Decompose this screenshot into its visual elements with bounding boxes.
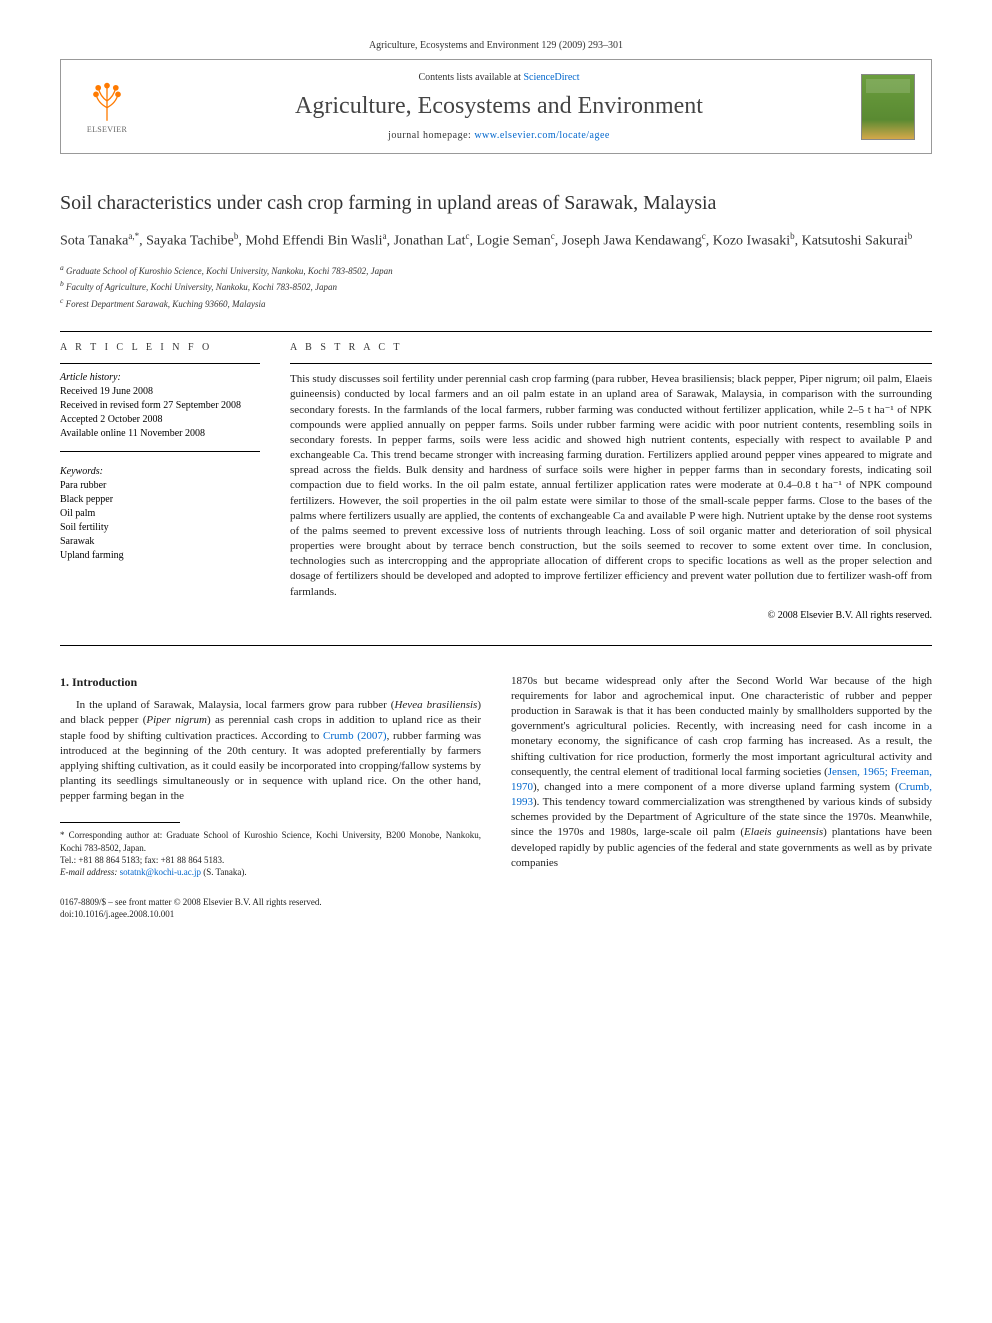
body-col-right: 1870s but became widespread only after t… xyxy=(511,674,932,921)
affiliation-a-text: Graduate School of Kuroshio Science, Koc… xyxy=(66,266,393,276)
affiliations: a Graduate School of Kuroshio Science, K… xyxy=(60,262,932,312)
contents-line: Contents lists available at ScienceDirec… xyxy=(137,72,861,83)
abstract-column: A B S T R A C T This study discusses soi… xyxy=(290,342,932,621)
elsevier-tree-icon xyxy=(85,79,129,123)
keyword-1: Black pepper xyxy=(60,493,260,507)
article-info: A R T I C L E I N F O Article history: R… xyxy=(60,342,260,621)
doi-line: doi:10.1016/j.agee.2008.10.001 xyxy=(60,908,481,920)
keywords-heading: Keywords: xyxy=(60,466,260,477)
keyword-2: Oil palm xyxy=(60,507,260,521)
homepage-prefix: journal homepage: xyxy=(388,130,474,141)
authors-line: Sota Tanakaa,*, Sayaka Tachibeb, Mohd Ef… xyxy=(60,230,932,252)
footnote-email-suffix: (S. Tanaka). xyxy=(201,867,247,877)
rule-abstract xyxy=(290,363,932,364)
footnote-block: * Corresponding author at: Graduate Scho… xyxy=(60,829,481,878)
history-revised: Received in revised form 27 September 20… xyxy=(60,399,260,413)
contents-prefix: Contents lists available at xyxy=(418,72,523,83)
copyright-line: © 2008 Elsevier B.V. All rights reserved… xyxy=(290,610,932,621)
journal-cover-thumbnail xyxy=(861,74,915,140)
rule-info-1 xyxy=(60,363,260,364)
intro-para-left: In the upland of Sarawak, Malaysia, loca… xyxy=(60,698,481,804)
footnote-email-link[interactable]: sotatnk@kochi-u.ac.jp xyxy=(120,867,201,877)
footnote-email-line: E-mail address: sotatnk@kochi-u.ac.jp (S… xyxy=(60,866,481,878)
header-center: Contents lists available at ScienceDirec… xyxy=(137,72,861,141)
section-1-heading: 1. Introduction xyxy=(60,674,481,691)
article-info-heading: A R T I C L E I N F O xyxy=(60,342,260,353)
bottom-meta: 0167-8809/$ – see front matter © 2008 El… xyxy=(60,896,481,920)
intro-para-right: 1870s but became widespread only after t… xyxy=(511,674,932,871)
abstract-heading: A B S T R A C T xyxy=(290,342,932,353)
history-heading: Article history: xyxy=(60,372,260,383)
footnote-corresponding: * Corresponding author at: Graduate Scho… xyxy=(60,829,481,853)
issn-line: 0167-8809/$ – see front matter © 2008 El… xyxy=(60,896,481,908)
sciencedirect-link[interactable]: ScienceDirect xyxy=(523,72,579,83)
elsevier-logo: ELSEVIER xyxy=(77,77,137,137)
abstract-text: This study discusses soil fertility unde… xyxy=(290,372,932,600)
affiliation-c-text: Forest Department Sarawak, Kuching 93660… xyxy=(66,299,266,309)
homepage-link[interactable]: www.elsevier.com/locate/agee xyxy=(474,130,610,141)
keyword-3: Soil fertility xyxy=(60,521,260,535)
rule-info-2 xyxy=(60,451,260,452)
journal-title: Agriculture, Ecosystems and Environment xyxy=(137,93,861,120)
affiliation-a: a Graduate School of Kuroshio Science, K… xyxy=(60,262,932,279)
affiliation-c: c Forest Department Sarawak, Kuching 936… xyxy=(60,295,932,312)
body-columns: 1. Introduction In the upland of Sarawak… xyxy=(60,674,932,921)
header-box: ELSEVIER Contents lists available at Sci… xyxy=(60,59,932,154)
rule-top xyxy=(60,331,932,332)
affiliation-b-text: Faculty of Agriculture, Kochi University… xyxy=(66,282,337,292)
footnote-email-label: E-mail address: xyxy=(60,867,120,877)
footnote-separator xyxy=(60,822,180,823)
affiliation-b: b Faculty of Agriculture, Kochi Universi… xyxy=(60,278,932,295)
keyword-4: Sarawak xyxy=(60,535,260,549)
keyword-0: Para rubber xyxy=(60,479,260,493)
publisher-name: ELSEVIER xyxy=(87,125,127,134)
keyword-5: Upland farming xyxy=(60,549,260,563)
history-received: Received 19 June 2008 xyxy=(60,385,260,399)
info-abstract-row: A R T I C L E I N F O Article history: R… xyxy=(60,342,932,621)
history-online: Available online 11 November 2008 xyxy=(60,427,260,441)
footnote-telfax: Tel.: +81 88 864 5183; fax: +81 88 864 5… xyxy=(60,854,481,866)
journal-header: Agriculture, Ecosystems and Environment … xyxy=(60,40,932,51)
history-accepted: Accepted 2 October 2008 xyxy=(60,413,260,427)
homepage-line: journal homepage: www.elsevier.com/locat… xyxy=(137,130,861,141)
rule-bottom xyxy=(60,645,932,646)
article-title: Soil characteristics under cash crop far… xyxy=(60,190,932,216)
body-col-left: 1. Introduction In the upland of Sarawak… xyxy=(60,674,481,921)
